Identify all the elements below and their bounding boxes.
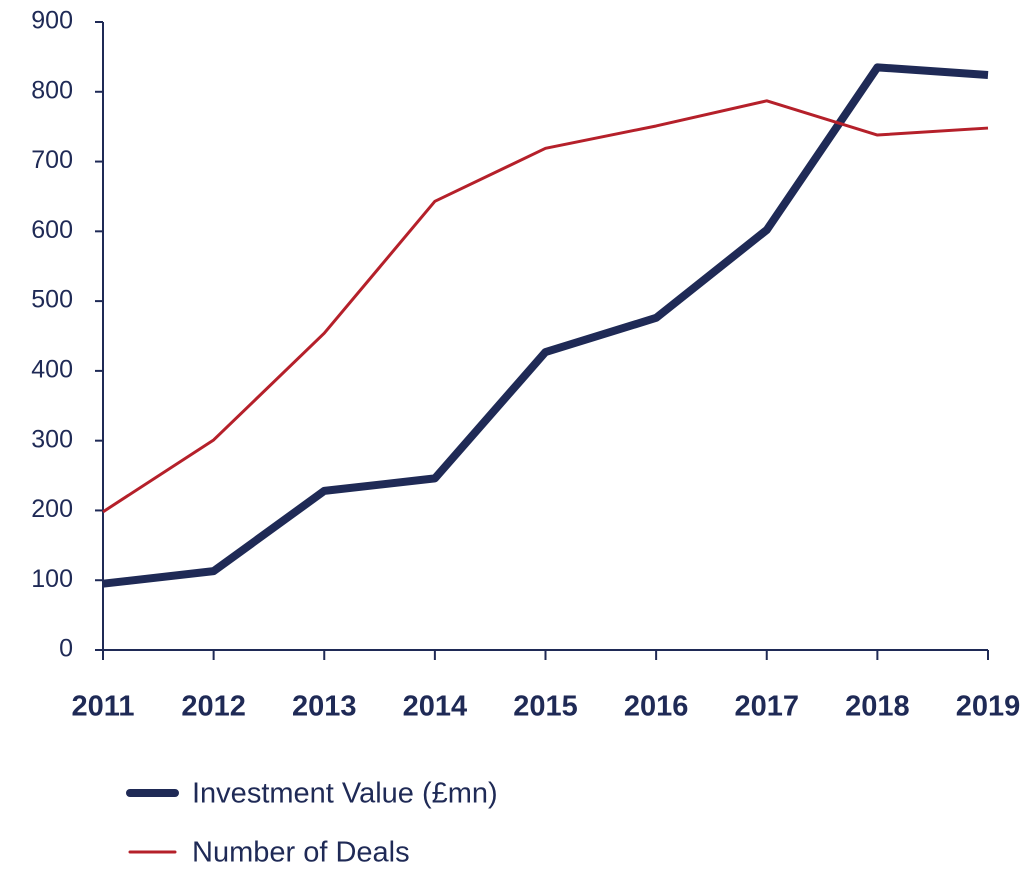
x-tick-label: 2011 [72,691,135,723]
y-tick-label: 0 [59,635,73,663]
y-tick-label: 800 [31,76,73,104]
x-tick-label: 2016 [624,691,689,723]
x-tick-label: 2017 [734,691,799,723]
series-line [102,99,989,514]
x-tick-label: 2015 [513,691,578,723]
y-tick-label: 600 [31,216,73,244]
y-tick-label: 100 [31,565,73,593]
x-tick-label: 2013 [292,691,357,723]
legend-label: Number of Deals [192,837,410,869]
y-tick-label: 500 [31,286,73,314]
y-tick-label: 200 [31,495,73,523]
x-tick-label: 2014 [403,691,468,723]
x-tick-label: 2019 [956,691,1021,723]
series-line [102,63,989,588]
y-tick-label: 400 [31,355,73,383]
legend-label: Investment Value (£mn) [192,778,498,810]
y-tick-label: 700 [31,146,73,174]
y-tick-label: 300 [31,425,73,453]
x-tick-label: 2018 [845,691,910,723]
y-tick-label: 900 [31,7,73,35]
x-tick-label: 2012 [181,691,246,723]
